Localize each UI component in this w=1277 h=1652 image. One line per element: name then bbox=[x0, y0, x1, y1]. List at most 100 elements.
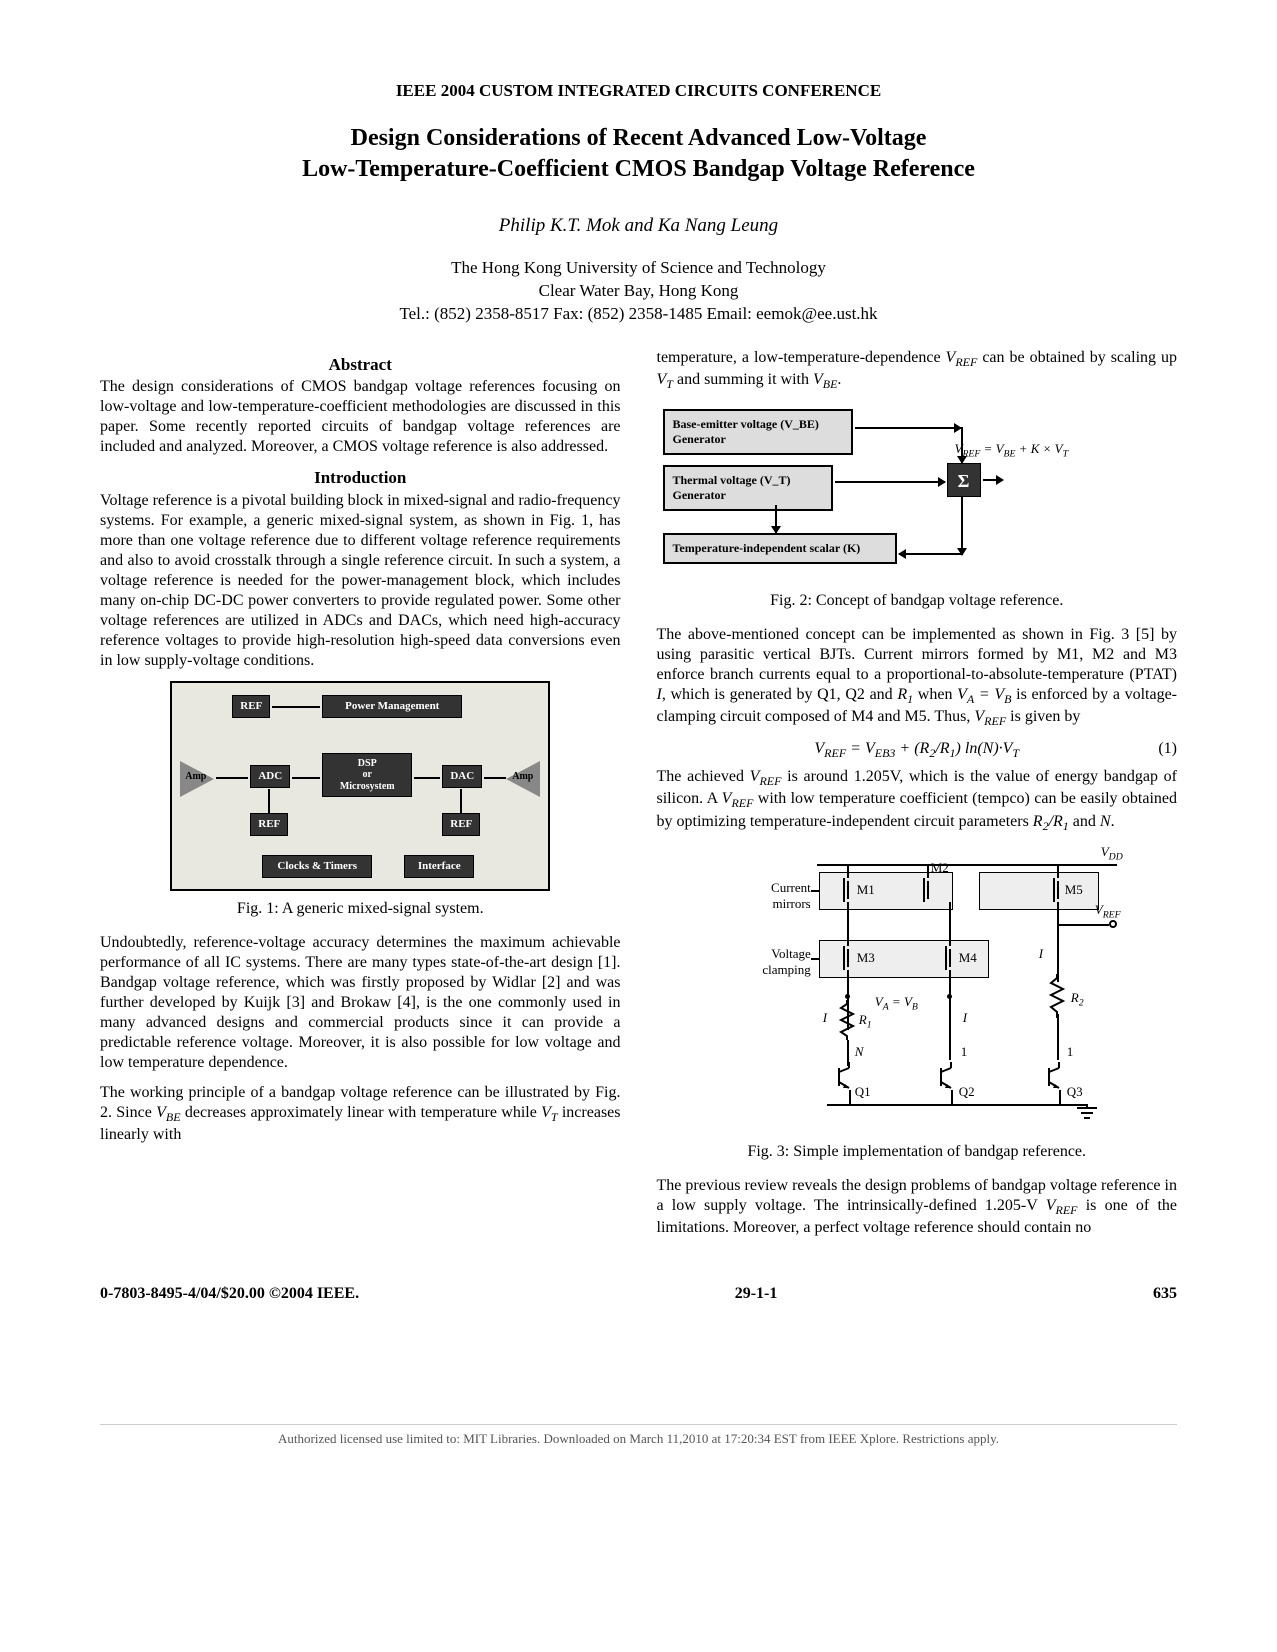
fig2-b1-l1: Base-emitter voltage (V_BE) bbox=[673, 417, 819, 431]
fig2-arrow2 bbox=[835, 481, 945, 483]
r-p3-e: . bbox=[1111, 813, 1115, 830]
right-p3: The achieved VREF is around 1.205V, whic… bbox=[657, 767, 1178, 834]
abstract-heading: Abstract bbox=[100, 354, 621, 375]
fig3-m5 bbox=[1047, 878, 1067, 902]
eq1-number: (1) bbox=[1158, 739, 1177, 759]
right-p2: The above-mentioned concept can be imple… bbox=[657, 625, 1178, 729]
fig2-output: VREF = VBE + K × VT bbox=[955, 441, 1069, 461]
affil-line1: The Hong Kong University of Science and … bbox=[451, 258, 826, 277]
r-p2-b: , which is generated by Q1, Q2 and bbox=[662, 686, 898, 703]
right-top: temperature, a low-temperature-dependenc… bbox=[657, 348, 1178, 392]
fig3-m4-label: M4 bbox=[959, 950, 977, 966]
fig3-i3: I bbox=[1039, 946, 1043, 962]
fig2-arrow1 bbox=[855, 427, 961, 429]
figure-3-diagram: VDD Current mirrors Voltage clamping M1 … bbox=[707, 844, 1127, 1134]
figure-2-caption: Fig. 2: Concept of bandgap voltage refer… bbox=[657, 591, 1178, 611]
fig3-vc-label: Voltage clamping bbox=[725, 946, 811, 979]
intro-p3-b: decreases approximately linear with temp… bbox=[181, 1104, 542, 1121]
paper-title: Design Considerations of Recent Advanced… bbox=[100, 123, 1177, 185]
fig3-i1: I bbox=[823, 1010, 827, 1026]
fig2-block2: Thermal voltage (V_T) Generator bbox=[663, 465, 833, 511]
affil-line3: Tel.: (852) 2358-8517 Fax: (852) 2358-14… bbox=[399, 304, 877, 323]
fig3-one-a: 1 bbox=[961, 1044, 968, 1060]
fig2-block3: Temperature-independent scalar (K) bbox=[663, 533, 897, 564]
fig3-n: N bbox=[855, 1044, 864, 1060]
fig3-m5-label: M5 bbox=[1065, 882, 1083, 898]
right-p4: The previous review reveals the design p… bbox=[657, 1176, 1178, 1238]
right-column: temperature, a low-temperature-dependenc… bbox=[657, 348, 1178, 1248]
abstract-text: The design considerations of CMOS bandga… bbox=[100, 377, 621, 457]
left-column: Abstract The design considerations of CM… bbox=[100, 348, 621, 1248]
fig3-m1 bbox=[837, 878, 857, 902]
fig2-arrow-out bbox=[983, 479, 1003, 481]
fig3-q3-label: Q3 bbox=[1067, 1084, 1083, 1100]
fig3-vref-label: VREF bbox=[1095, 902, 1121, 922]
fig3-vdd-label: VDD bbox=[1101, 844, 1123, 864]
fig3-one-b: 1 bbox=[1067, 1044, 1074, 1060]
equation-1: VREF = VEB3 + (R2/R1) ln(N)·VT (1) bbox=[657, 739, 1178, 761]
intro-p1: Voltage reference is a pivotal building … bbox=[100, 491, 621, 671]
r-top-d: . bbox=[837, 371, 841, 388]
r-top-c: and summing it with bbox=[673, 371, 813, 388]
fig2-block1: Base-emitter voltage (V_BE) Generator bbox=[663, 409, 853, 455]
footer-pageid: 29-1-1 bbox=[735, 1284, 778, 1304]
fig3-r2-label: R2 bbox=[1071, 990, 1084, 1010]
r-top-b: can be obtained by scaling up bbox=[977, 349, 1177, 366]
r-p3-d: and bbox=[1069, 813, 1100, 830]
fig3-gnd-icon bbox=[1075, 1104, 1099, 1120]
affiliation: The Hong Kong University of Science and … bbox=[100, 257, 1177, 326]
fig3-i2: I bbox=[963, 1010, 967, 1026]
fig1-dsp: DSP or Microsystem bbox=[322, 753, 412, 798]
fig3-m4 bbox=[939, 946, 959, 970]
fig3-m2-label: M2 bbox=[931, 860, 949, 876]
title-line2: Low-Temperature-Coefficient CMOS Bandgap… bbox=[302, 156, 975, 182]
footer-bar: 0-7803-8495-4/04/$20.00 ©2004 IEEE. 29-1… bbox=[100, 1284, 1177, 1304]
fig1-pm: Power Management bbox=[322, 695, 462, 719]
fig2-b2-l2: Generator bbox=[673, 488, 726, 502]
r-p2-c: when bbox=[913, 686, 957, 703]
title-line1: Design Considerations of Recent Advanced… bbox=[351, 125, 927, 151]
fig3-m3-label: M3 bbox=[857, 950, 875, 966]
fig3-cm-label: Current mirrors bbox=[725, 880, 811, 913]
fig3-q2-label: Q2 bbox=[959, 1084, 975, 1100]
intro-p2: Undoubtedly, reference-voltage accuracy … bbox=[100, 933, 621, 1073]
fig2-b1-l2: Generator bbox=[673, 432, 726, 446]
fig1-dac: DAC bbox=[442, 765, 482, 789]
fig3-gnd-rail bbox=[827, 1104, 1087, 1106]
fig1-amp1: Amp bbox=[185, 771, 206, 784]
fig1-ref3: REF bbox=[442, 813, 480, 837]
fig3-r2 bbox=[1047, 974, 1067, 1018]
intro-heading: Introduction bbox=[100, 467, 621, 488]
fig1-ref1: REF bbox=[232, 695, 270, 719]
figure-1-caption: Fig. 1: A generic mixed-signal system. bbox=[100, 899, 621, 919]
r-p2-e: is given by bbox=[1006, 708, 1080, 725]
fig2-arrow3v bbox=[775, 505, 777, 533]
license-footer: Authorized licensed use limited to: MIT … bbox=[100, 1424, 1177, 1447]
affil-line2: Clear Water Bay, Hong Kong bbox=[539, 281, 739, 300]
fig3-r1 bbox=[837, 1000, 857, 1040]
r-top-a: temperature, a low-temperature-dependenc… bbox=[657, 349, 946, 366]
conference-header: IEEE 2004 CUSTOM INTEGRATED CIRCUITS CON… bbox=[100, 80, 1177, 101]
fig3-r1-label: R1 bbox=[859, 1012, 872, 1032]
r-p3-a: The achieved bbox=[657, 768, 750, 785]
r-p2-a: The above-mentioned concept can be imple… bbox=[657, 626, 1178, 683]
fig1-ref2: REF bbox=[250, 813, 288, 837]
fig3-m2 bbox=[917, 878, 937, 902]
two-column-body: Abstract The design considerations of CM… bbox=[100, 348, 1177, 1248]
fig2-sum: Σ bbox=[947, 463, 981, 497]
figure-1-diagram: REF Power Management Amp ADC DSP or Micr… bbox=[170, 681, 550, 891]
fig1-interface: Interface bbox=[404, 855, 474, 879]
footer-copyright: 0-7803-8495-4/04/$20.00 ©2004 IEEE. bbox=[100, 1284, 359, 1304]
figure-3-caption: Fig. 3: Simple implementation of bandgap… bbox=[657, 1142, 1178, 1162]
authors: Philip K.T. Mok and Ka Nang Leung bbox=[100, 214, 1177, 238]
fig3-m1-label: M1 bbox=[857, 882, 875, 898]
figure-2-diagram: Base-emitter voltage (V_BE) Generator Th… bbox=[657, 403, 1097, 583]
fig3-vdd-rail bbox=[817, 864, 1117, 866]
fig1-adc: ADC bbox=[250, 765, 290, 789]
fig1-amp2: Amp bbox=[512, 771, 533, 784]
fig3-m3 bbox=[837, 946, 857, 970]
fig3-q1-label: Q1 bbox=[855, 1084, 871, 1100]
fig3-va-vb: VA = VB bbox=[875, 994, 918, 1014]
fig2-b2-l1: Thermal voltage (V_T) bbox=[673, 473, 791, 487]
fig1-clocks: Clocks & Timers bbox=[262, 855, 372, 879]
